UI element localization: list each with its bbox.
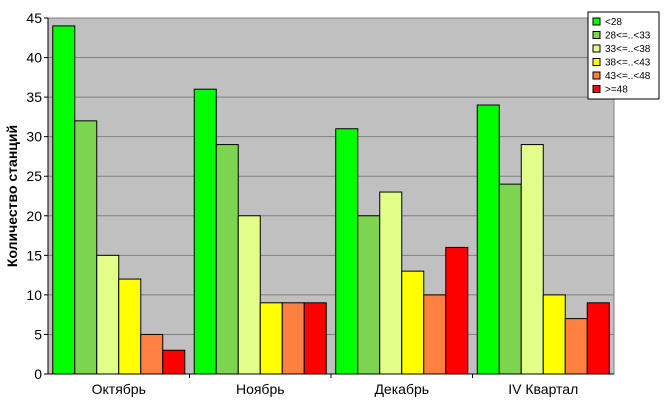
bar xyxy=(401,270,425,375)
bar xyxy=(193,88,217,375)
y-tick-label: 35 xyxy=(26,89,42,105)
y-tick-label: 25 xyxy=(26,168,42,184)
bar xyxy=(445,246,469,375)
legend-swatch xyxy=(592,71,601,80)
bar xyxy=(162,349,186,375)
y-tick-label: 10 xyxy=(26,287,42,303)
legend-swatch xyxy=(592,31,601,39)
bar xyxy=(74,120,98,375)
x-tick-labels: Октябрь Ноябрь Декабрь IV Квартал xyxy=(92,374,578,397)
legend-label: <28 xyxy=(605,17,622,28)
x-tick-label: Декабрь xyxy=(374,381,429,397)
x-tick-label: IV Квартал xyxy=(508,381,578,397)
x-tick-label: Октябрь xyxy=(92,381,146,397)
bar xyxy=(379,191,403,375)
bar xyxy=(498,183,522,375)
y-tick-label: 0 xyxy=(34,366,42,382)
bar xyxy=(118,278,142,375)
bar xyxy=(476,104,500,375)
bar xyxy=(564,318,588,375)
bar xyxy=(140,333,164,375)
bar xyxy=(423,294,447,375)
legend-swatch xyxy=(592,44,601,53)
y-tick-label: 20 xyxy=(26,208,42,224)
bar xyxy=(96,254,120,375)
y-axis-title: Количество станций xyxy=(4,125,20,267)
bar xyxy=(542,294,566,375)
bar xyxy=(281,302,305,375)
legend: <28 28<=..<33 33<=..<38 38<=..<43 43<=..<48 >… xyxy=(587,11,660,100)
legend-label: 38<=..<43 xyxy=(605,58,651,69)
bar xyxy=(237,215,261,375)
legend-swatch xyxy=(592,17,601,26)
legend-swatch xyxy=(592,58,601,66)
y-tick-label: 30 xyxy=(26,129,42,145)
x-tick-label: Ноябрь xyxy=(236,381,285,397)
bar xyxy=(586,302,610,375)
legend-label: >=48 xyxy=(605,85,628,96)
bar xyxy=(335,128,359,375)
legend-swatch xyxy=(592,85,601,93)
y-tick-labels: 0 5 10 15 20 25 30 35 40 45 xyxy=(26,10,48,382)
bar xyxy=(520,144,544,375)
bar xyxy=(259,302,283,375)
y-tick-label: 45 xyxy=(26,10,42,26)
legend-label: 33<=..<38 xyxy=(605,44,651,55)
bars-group xyxy=(52,25,610,375)
bar xyxy=(303,302,327,375)
y-tick-label: 5 xyxy=(34,326,42,342)
bar xyxy=(357,215,381,375)
legend-label: 28<=..<33 xyxy=(605,31,651,42)
bar xyxy=(215,144,239,375)
legend-box xyxy=(587,11,660,100)
y-tick-label: 15 xyxy=(26,247,42,263)
y-tick-label: 40 xyxy=(26,50,42,66)
bar xyxy=(52,25,76,375)
legend-label: 43<=..<48 xyxy=(605,71,651,82)
